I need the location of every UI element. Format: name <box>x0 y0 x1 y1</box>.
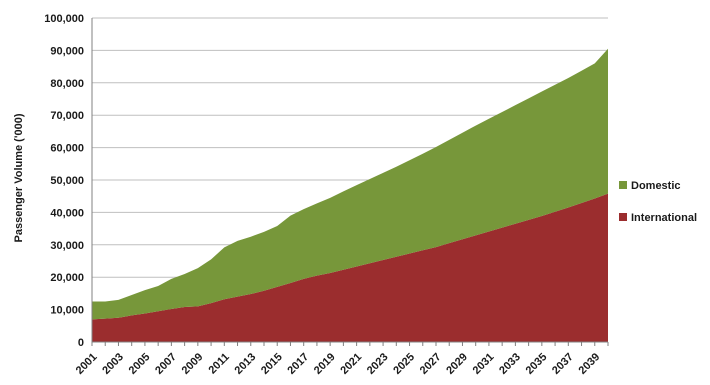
legend: Domestic International <box>619 180 697 224</box>
x-tick-label: 2033 <box>497 351 523 377</box>
y-tick-labels: 0 10,000 20,000 30,000 40,000 50,000 60,000 70,… <box>44 13 84 349</box>
x-tick-label: 2031 <box>471 351 497 377</box>
y-tick-label: 30,000 <box>50 240 84 252</box>
y-axis-label: Passenger Volume ('000) <box>13 113 25 242</box>
x-tick-label: 2019 <box>312 351 338 377</box>
x-tick-label: 2003 <box>100 351 126 377</box>
x-tick-label: 2037 <box>550 351 576 377</box>
x-tick-label: 2005 <box>127 351 153 377</box>
x-tick-label: 2001 <box>74 351 100 377</box>
y-tick-label: 0 <box>78 337 84 349</box>
area-international <box>92 193 608 342</box>
x-tick-label: 2035 <box>524 351 550 377</box>
x-tick-label: 2029 <box>444 351 470 377</box>
y-tick-label: 10,000 <box>50 305 84 317</box>
x-tick-label: 2021 <box>338 351 364 377</box>
legend-label-domestic: Domestic <box>631 180 681 192</box>
x-tick-label: 2007 <box>153 351 179 377</box>
plot-area <box>92 48 608 342</box>
x-tick-label: 2009 <box>180 351 206 377</box>
y-tick-label: 20,000 <box>50 272 84 284</box>
y-tick-label: 90,000 <box>50 45 84 57</box>
y-tick-label: 40,000 <box>50 207 84 219</box>
x-tick-label: 2015 <box>259 351 285 377</box>
legend-swatch-domestic <box>619 181 627 189</box>
y-tick-label: 50,000 <box>50 175 84 187</box>
axes <box>91 18 609 346</box>
x-tick-label: 2027 <box>418 351 444 377</box>
x-tick-labels: 2001 2003 2005 2007 2009 2011 2013 2015 2017 2019… <box>74 351 603 377</box>
legend-label-international: International <box>631 212 697 224</box>
x-tick-label: 2011 <box>207 351 232 376</box>
area-domestic <box>92 48 608 320</box>
legend-swatch-international <box>619 213 627 221</box>
y-tick-label: 60,000 <box>50 143 84 155</box>
x-tick-label: 2039 <box>577 351 603 377</box>
y-tick-label: 100,000 <box>44 13 84 25</box>
x-tick-label: 2023 <box>365 351 391 377</box>
y-tick-label: 70,000 <box>50 110 84 122</box>
x-tick-label: 2025 <box>391 351 417 377</box>
y-tick-label: 80,000 <box>50 78 84 90</box>
x-tick-label: 2013 <box>233 351 259 377</box>
x-tick-label: 2017 <box>285 351 311 377</box>
